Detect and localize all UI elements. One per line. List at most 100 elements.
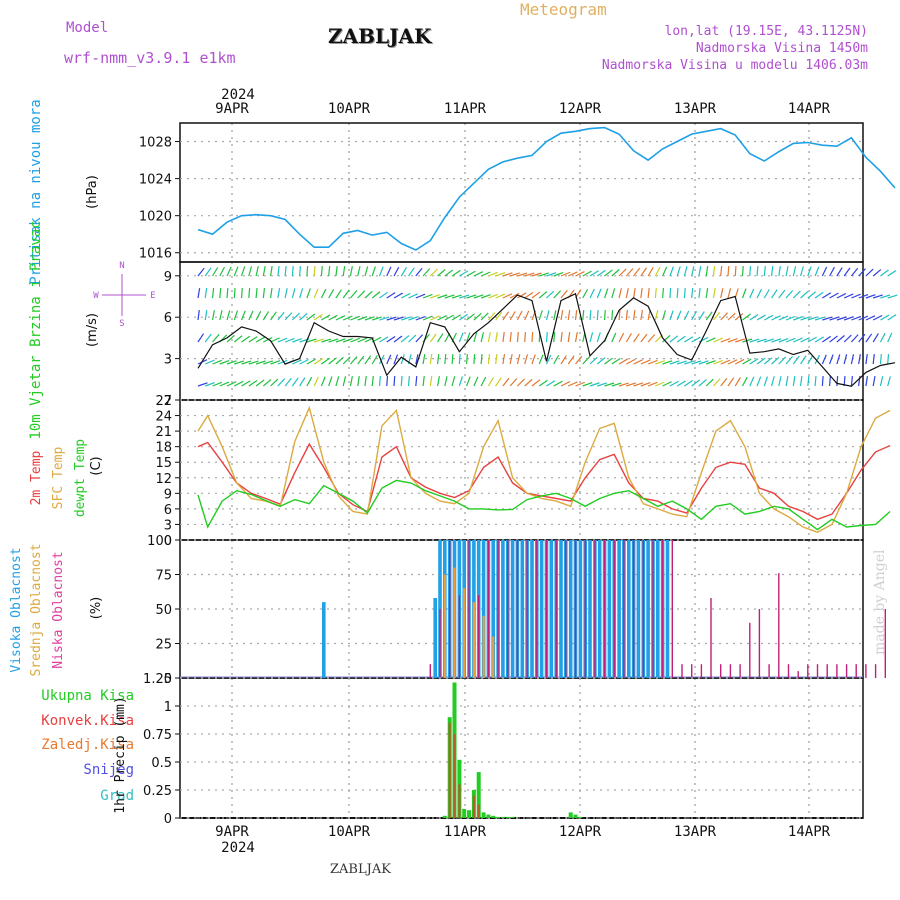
wind-barb xyxy=(393,354,399,365)
wind-barb xyxy=(335,289,342,299)
wind-barb xyxy=(415,334,424,343)
wind-barb xyxy=(618,382,629,387)
wind-barb xyxy=(683,287,686,299)
wind-barb xyxy=(451,294,462,299)
wind-barb xyxy=(575,381,586,387)
wind-barb xyxy=(488,271,498,277)
wind-barb xyxy=(843,334,852,343)
wind-barb xyxy=(313,265,316,277)
wind-barb xyxy=(872,314,883,321)
wind-barb xyxy=(371,291,381,299)
wind-barb xyxy=(466,353,468,365)
wind-barb xyxy=(219,266,225,277)
precip-conv-bar xyxy=(472,795,475,818)
wind-barb xyxy=(415,293,426,299)
wind-barb xyxy=(582,270,592,277)
mid-cloud-bar xyxy=(453,567,456,678)
wind-barb xyxy=(270,311,277,321)
wind-barb xyxy=(778,289,786,299)
wind-barb xyxy=(596,309,599,321)
wind-barb xyxy=(429,333,437,343)
wind-barb xyxy=(430,294,440,299)
wind-barb xyxy=(553,380,563,387)
wind-barb xyxy=(436,376,440,387)
wind-barb xyxy=(451,269,461,277)
wind-barb xyxy=(262,311,270,321)
wind-barb xyxy=(531,272,542,277)
wind-barb xyxy=(516,354,521,365)
wind-barb xyxy=(785,266,789,277)
wind-barb xyxy=(683,310,690,321)
low-cloud-bar xyxy=(729,664,732,678)
wind-barb xyxy=(800,355,807,365)
wind-barb xyxy=(879,332,886,343)
wind-barb xyxy=(531,354,536,365)
wind-barb xyxy=(567,310,571,321)
mid-cloud-bar xyxy=(492,636,495,678)
wind-barb xyxy=(458,376,463,387)
wind-barb xyxy=(415,375,418,387)
wind-barb xyxy=(807,336,817,343)
wind-barb xyxy=(603,288,609,299)
precip-total-bar xyxy=(573,814,578,818)
wind-barb xyxy=(321,314,331,321)
wind-barb xyxy=(858,315,869,321)
wind-barb xyxy=(466,270,476,277)
year-label-top: 2024 xyxy=(221,87,255,103)
wind-barb xyxy=(401,316,411,321)
wind-barb xyxy=(821,266,828,277)
low-cloud-bar xyxy=(439,609,441,678)
wind-barb xyxy=(502,332,505,343)
low-cloud-bar xyxy=(507,540,509,678)
wind-barb xyxy=(364,376,367,387)
wind-barb xyxy=(291,377,299,387)
wind-barb xyxy=(480,312,489,321)
wind-barb xyxy=(560,355,567,365)
wind-barb xyxy=(829,335,838,343)
wind-barb xyxy=(669,360,680,365)
wind-barb xyxy=(538,310,543,321)
wind-barb xyxy=(284,265,287,277)
wind-barb xyxy=(734,313,744,321)
wind-barb xyxy=(349,266,353,277)
wind-barb xyxy=(822,316,833,321)
wind-barb xyxy=(444,376,448,387)
wind-barb xyxy=(727,312,736,321)
wind-barb xyxy=(219,360,230,365)
wind-barb xyxy=(502,377,510,387)
y-tick-label: 6 xyxy=(164,311,172,326)
meteogram-label: Meteogram xyxy=(520,0,607,19)
low-cloud-bar xyxy=(574,540,577,678)
wind-barb xyxy=(335,376,340,387)
wind-barb xyxy=(509,331,512,343)
wind-barb xyxy=(691,360,702,365)
wind-barb xyxy=(509,311,516,321)
low-cloud-bar xyxy=(749,622,751,678)
wind-barb xyxy=(233,310,239,321)
wind-barb xyxy=(771,356,780,365)
wind-barb xyxy=(328,357,337,365)
wind-barb xyxy=(640,310,644,321)
wind-barb xyxy=(662,287,664,299)
wind-barb xyxy=(662,266,668,277)
wind-barb xyxy=(386,266,392,277)
wind-barb xyxy=(234,360,245,365)
wind-barb xyxy=(545,331,548,343)
wind-barb xyxy=(574,309,578,321)
low-cloud-bar xyxy=(758,609,761,678)
wind-barb xyxy=(749,265,752,277)
y-tick-label: 1 xyxy=(164,700,172,715)
wind-barb xyxy=(459,270,469,277)
wind-barb xyxy=(371,355,378,365)
wind-barb xyxy=(378,375,381,387)
wind-barb xyxy=(727,377,735,387)
wind-barb xyxy=(299,313,308,321)
wind-barb xyxy=(785,290,794,299)
wind-barb xyxy=(575,355,583,365)
wind-barb xyxy=(654,287,657,299)
wind-barb xyxy=(473,271,484,277)
wind-barb xyxy=(560,271,571,277)
y-tick-label: 9 xyxy=(164,487,172,502)
altitude-model-label: Nadmorska Visina u modelu 1406.03m xyxy=(601,58,868,73)
wind-barb xyxy=(255,336,266,343)
